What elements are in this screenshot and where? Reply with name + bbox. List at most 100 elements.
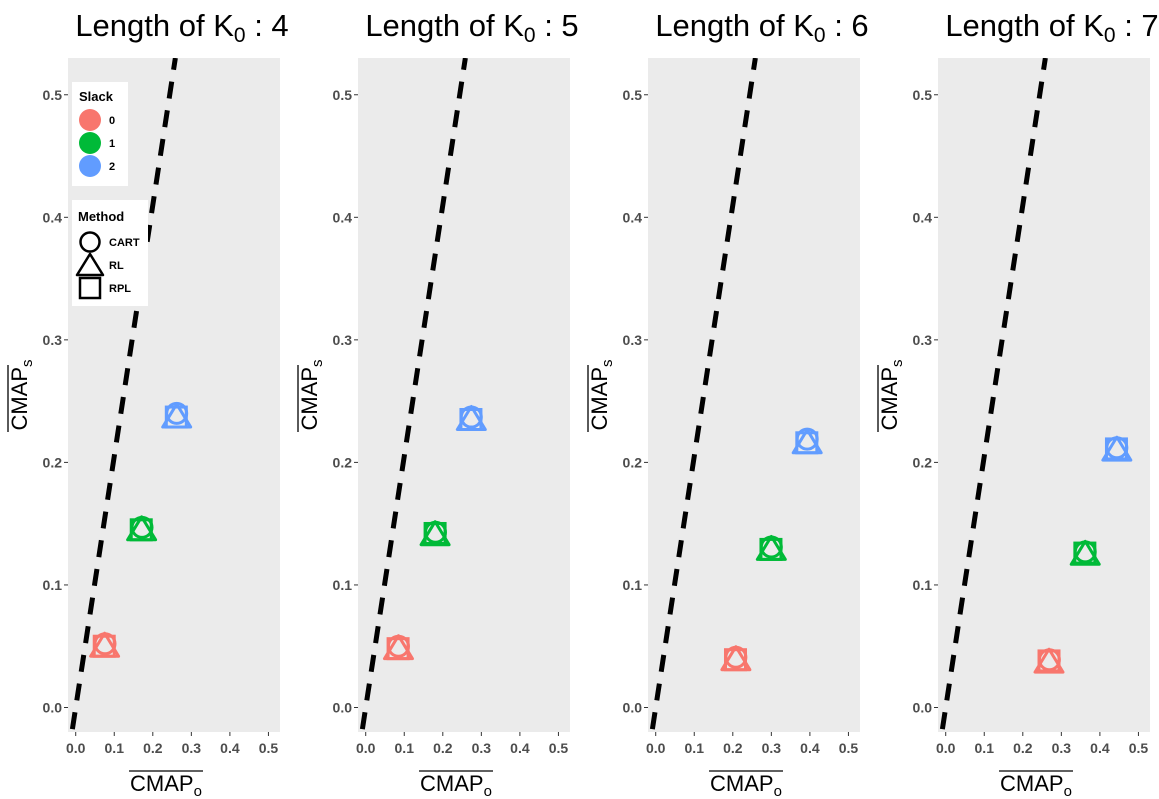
title-suffix: : 5	[536, 8, 579, 43]
y-axis-label-main: CMAP	[877, 367, 902, 431]
title-subscript: 0	[1104, 24, 1116, 47]
panel-background	[938, 58, 1150, 732]
data-point-slack-2-rpl	[164, 405, 188, 429]
x-tick-label: 0.1	[975, 740, 995, 756]
reference-line	[69, 58, 178, 732]
data-point-slack-0-rpl	[92, 634, 116, 658]
legend-square-icon	[78, 276, 102, 300]
y-tick-label: 0.3	[43, 332, 63, 348]
legend-method-label: CART	[109, 237, 140, 249]
y-tick-label: 0.1	[623, 577, 643, 593]
y-tick-label: 0.4	[913, 209, 933, 225]
x-tick-label: 0.5	[839, 740, 859, 756]
panel-title: Length of K0 : 4	[75, 8, 288, 47]
x-tick-label: 0.3	[182, 740, 202, 756]
x-axis-label: CMAPo	[130, 771, 202, 799]
y-tick-label: 0.2	[913, 454, 933, 470]
title-main: Length of K	[945, 8, 1104, 43]
x-tick-label: 0.0	[936, 740, 956, 756]
panel-title: Length of K0 : 6	[655, 8, 868, 47]
legend-method-box	[72, 200, 148, 306]
data-point-slack-0-rpl	[386, 637, 410, 661]
panel-title: Length of K0 : 5	[365, 8, 578, 47]
x-axis-label: CMAPo	[710, 771, 782, 799]
title-subscript: 0	[234, 24, 246, 47]
data-point-slack-2-rpl	[1104, 437, 1128, 461]
x-tick-label: 0.3	[1052, 740, 1072, 756]
title-suffix: : 4	[246, 8, 289, 43]
x-axis-label-main: CMAP	[1000, 771, 1064, 796]
x-tick-label: 0.2	[433, 740, 453, 756]
y-axis-label-main: CMAP	[7, 367, 32, 431]
x-axis-label-main: CMAP	[130, 771, 194, 796]
x-tick-label: 0.2	[723, 740, 743, 756]
legend: Slack 0 1 2 Method CART RL RPL	[72, 82, 148, 306]
title-suffix: : 7	[1116, 8, 1159, 43]
y-tick-label: 0.1	[913, 577, 933, 593]
x-tick-label: 0.3	[762, 740, 782, 756]
x-tick-label: 0.3	[472, 740, 492, 756]
y-axis-label-group: CMAPs	[877, 359, 906, 432]
y-axis-label: CMAPs	[7, 359, 36, 430]
legend-method-label: RPL	[109, 283, 131, 295]
legend-slack-swatch-2	[79, 155, 101, 177]
x-tick-label: 0.0	[356, 740, 376, 756]
x-tick-label: 0.1	[105, 740, 125, 756]
y-axis-label-sub: s	[599, 359, 616, 367]
x-tick-label: 0.4	[220, 740, 240, 756]
reference-line	[359, 58, 468, 732]
legend-slack-swatch-0	[79, 109, 101, 131]
y-axis-label-group: CMAPs	[7, 359, 36, 432]
y-axis-label-sub: s	[309, 359, 326, 367]
title-subscript: 0	[524, 24, 536, 47]
title-subscript: 0	[814, 24, 826, 47]
data-point-slack-0-rpl	[723, 648, 747, 672]
legend-slack-label: 1	[109, 138, 115, 150]
y-axis-label: CMAPs	[587, 359, 616, 430]
legend-slack-swatch-1	[79, 132, 101, 154]
y-tick-label: 0.0	[623, 699, 643, 715]
y-tick-label: 0.1	[333, 577, 353, 593]
x-tick-label: 0.5	[549, 740, 569, 756]
y-tick-label: 0.2	[623, 454, 643, 470]
y-axis-label-group: CMAPs	[297, 359, 326, 432]
x-axis-label-sub: o	[484, 783, 492, 799]
data-point-slack-1-rpl	[423, 521, 447, 545]
x-axis-label: CMAPo	[1000, 771, 1072, 799]
title-main: Length of K	[365, 8, 524, 43]
y-tick-label: 0.3	[623, 332, 643, 348]
x-tick-label: 0.4	[1090, 740, 1110, 756]
data-point-slack-2-rpl	[795, 431, 819, 455]
x-axis-label-main: CMAP	[710, 771, 774, 796]
legend-slack-label: 2	[109, 161, 115, 173]
x-tick-label: 0.5	[259, 740, 279, 756]
panel-3: Length of K0 : 6 0.0 0.1 0.2 0.3 0.4 0.5 0.0 0.1…	[587, 8, 869, 799]
x-tick-label: 0.5	[1129, 740, 1149, 756]
y-axis-label-main: CMAP	[587, 367, 612, 431]
data-point-slack-1-rpl	[1073, 541, 1097, 565]
y-axis-label-sub: s	[19, 359, 36, 367]
y-tick-label: 0.0	[913, 699, 933, 715]
x-axis-label-sub: o	[774, 783, 782, 799]
data-point-slack-0-rpl	[1037, 649, 1061, 673]
y-tick-label: 0.4	[43, 209, 63, 225]
x-tick-label: 0.0	[646, 740, 666, 756]
y-tick-label: 0.5	[913, 87, 933, 103]
data-point-slack-1-rpl	[759, 537, 783, 561]
y-axis-label-sub: s	[889, 359, 906, 367]
y-axis-label: CMAPs	[877, 359, 906, 430]
panel-background	[648, 58, 860, 732]
y-tick-label: 0.5	[43, 87, 63, 103]
reference-line	[939, 58, 1048, 732]
x-axis-label-main: CMAP	[420, 771, 484, 796]
panel-2: Length of K0 : 5 0.0 0.1 0.2 0.3 0.4 0.5 0.0 0.1…	[297, 8, 579, 799]
y-tick-label: 0.5	[623, 87, 643, 103]
data-point-slack-1-rpl	[129, 518, 153, 542]
legend-slack-title: Slack	[79, 89, 114, 104]
title-suffix: : 6	[826, 8, 869, 43]
legend-slack-label: 0	[109, 115, 115, 127]
reference-line	[649, 58, 758, 732]
x-tick-label: 0.1	[685, 740, 705, 756]
y-tick-label: 0.0	[43, 699, 63, 715]
legend-circle-icon	[79, 231, 101, 253]
